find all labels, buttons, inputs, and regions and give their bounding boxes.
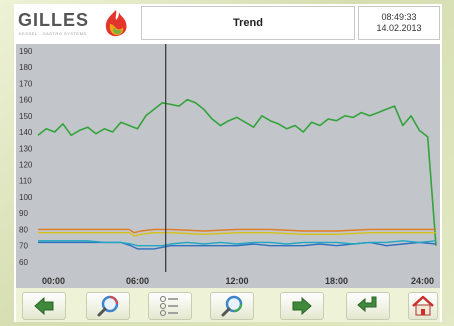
back-button[interactable] bbox=[22, 292, 66, 320]
y-tick-label: 80 bbox=[19, 225, 28, 234]
series-line-4 bbox=[38, 240, 437, 247]
x-tick-label: 18:00 bbox=[325, 276, 348, 286]
x-tick-label: 12:00 bbox=[225, 276, 248, 286]
home-button[interactable] bbox=[408, 292, 438, 320]
series-line-0 bbox=[37, 98, 437, 246]
y-tick-label: 70 bbox=[19, 242, 28, 251]
y-tick-label: 100 bbox=[19, 193, 33, 202]
y-tick-label: 190 bbox=[19, 47, 33, 56]
y-tick-label: 130 bbox=[19, 144, 33, 153]
y-tick-label: 120 bbox=[19, 160, 33, 169]
logo-subtitle: KESSEL · GASTRO SYSTEMS bbox=[19, 31, 87, 36]
forward-button[interactable] bbox=[280, 292, 324, 320]
series-line-1 bbox=[38, 228, 436, 234]
logo-text: GILLES bbox=[18, 10, 90, 30]
x-tick-label: 06:00 bbox=[126, 276, 149, 286]
trend-chart: 60 70 80 90 100 110 120 130 140 150 160 170 180 190 bbox=[16, 44, 440, 272]
brand-logo: GILLES KESSEL · GASTRO SYSTEMS bbox=[16, 6, 138, 40]
y-tick-label: 90 bbox=[19, 209, 28, 218]
return-button[interactable] bbox=[346, 292, 390, 320]
zoom-in-button[interactable] bbox=[210, 292, 254, 320]
flame-logo-icon bbox=[105, 10, 127, 37]
y-tick-label: 140 bbox=[19, 128, 33, 137]
y-tick-label: 160 bbox=[19, 96, 33, 105]
x-axis-svg: 00:00 06:00 12:00 18:00 24:00 bbox=[42, 276, 434, 286]
x-tick-label: 00:00 bbox=[42, 276, 65, 286]
trend-chart-svg: 60 70 80 90 100 110 120 130 140 150 160 170 180 190 bbox=[19, 44, 437, 272]
screen: GILLES KESSEL · GASTRO SYSTEMS Trend 08:… bbox=[14, 4, 442, 322]
page-title: Trend bbox=[141, 6, 355, 40]
y-tick-label: 150 bbox=[19, 112, 33, 121]
zoom-out-button[interactable] bbox=[86, 292, 130, 320]
y-tick-label: 110 bbox=[19, 177, 32, 186]
clock-time: 08:49:33 bbox=[381, 12, 417, 22]
series-line-2 bbox=[38, 231, 436, 237]
clock-display: 08:49:33 14.02.2013 bbox=[358, 6, 440, 40]
clock-date: 14.02.2013 bbox=[376, 23, 422, 33]
y-tick-label: 180 bbox=[19, 63, 33, 72]
legend-button[interactable] bbox=[148, 292, 192, 320]
x-axis: 00:00 06:00 12:00 18:00 24:00 bbox=[16, 272, 440, 288]
x-tick-label: 24:00 bbox=[411, 276, 434, 286]
y-tick-label: 60 bbox=[19, 258, 28, 267]
toolbar bbox=[16, 288, 440, 322]
y-tick-label: 170 bbox=[19, 79, 33, 88]
